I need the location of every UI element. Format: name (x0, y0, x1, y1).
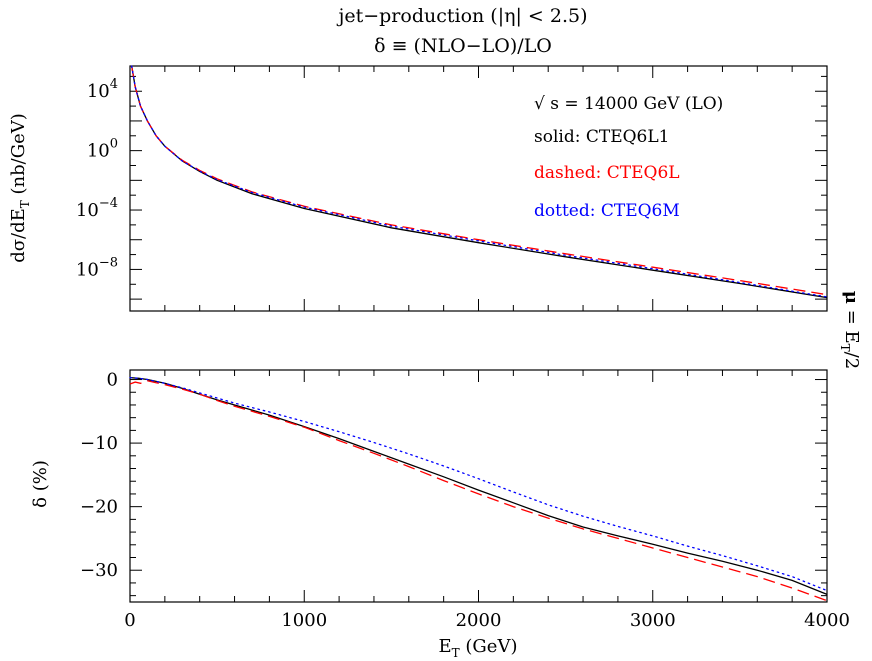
x-tick-label: 4000 (804, 610, 850, 631)
x-axis-label-unit: (GeV) (460, 636, 518, 657)
y-tick-label: 10−4 (76, 196, 118, 221)
series-line-cteq6m (129, 376, 828, 592)
y-tick-label: −30 (80, 560, 118, 581)
legend-entry-solid: solid: CTEQ6L1 (534, 127, 669, 147)
bottom-y-axis-label: δ (%) (30, 460, 51, 508)
y-tick-label: −10 (80, 433, 118, 454)
series-line-cteq6l (131, 65, 828, 296)
x-axis-label-main: E (439, 636, 452, 657)
x-axis-label: ET (GeV) (439, 636, 518, 660)
top-y-axis-label-unit: (nb/GeV) (8, 113, 29, 200)
legend-entry-dashed: dashed: CTEQ6L (534, 163, 680, 183)
bottom-panel-tick-labels: 0 −10 −20 −30 0 1000 2000 3000 4000 (80, 370, 850, 631)
y-tick-label-exp: 0 (110, 137, 118, 152)
top-panel-series (131, 65, 828, 299)
scale-label-eq: = E (841, 304, 862, 344)
legend-entry-dotted: dotted: CTEQ6M (534, 201, 680, 221)
y-tick-label: 100 (87, 137, 118, 162)
series-line-cteq6l1 (129, 376, 828, 596)
y-tick-label-base: 10 (87, 81, 110, 102)
top-y-axis-label-main: dσ/dE (8, 208, 29, 263)
y-tick-label-exp: −4 (99, 196, 118, 211)
x-tick-label: 0 (124, 610, 135, 631)
y-tick-label: 10−8 (76, 255, 118, 280)
series-line-cteq6l1 (131, 65, 828, 299)
bottom-panel-ticks (129, 370, 828, 602)
top-y-axis-label: dσ/dET (nb/GeV) (8, 113, 32, 263)
y-tick-label-exp: −8 (99, 255, 118, 270)
y-tick-label-base: 10 (76, 200, 99, 221)
scale-label-sub: T (838, 344, 852, 352)
y-tick-label: −20 (80, 497, 118, 518)
scale-label-mu: μ (841, 291, 862, 304)
y-tick-label: 0 (107, 370, 118, 391)
scale-label: μ = ET/2 (838, 291, 862, 369)
top-panel-ticks (129, 66, 828, 311)
series-line-cteq6l (129, 380, 828, 602)
x-axis-label-sub: T (452, 646, 460, 660)
y-tick-label-exp: 4 (110, 77, 118, 92)
energy-annotation: √ s = 14000 GeV (LO) (534, 94, 723, 114)
x-tick-label: 1000 (281, 610, 327, 631)
scale-label-rest: /2 (841, 352, 862, 370)
bottom-panel: 0 −10 −20 −30 0 1000 2000 3000 4000 δ (%) ET (Ge… (30, 369, 850, 660)
chart-subtitle: δ ≡ (NLO−LO)/LO (374, 35, 552, 57)
y-tick-label-base: 10 (76, 259, 99, 280)
x-tick-label: 3000 (630, 610, 676, 631)
top-y-axis-label-sub: T (18, 200, 32, 208)
y-tick-label: 104 (87, 77, 118, 102)
x-tick-label: 2000 (456, 610, 502, 631)
bottom-panel-series (129, 376, 828, 602)
chart-title: jet−production (|η| < 2.5) (336, 5, 587, 27)
y-tick-label-base: 10 (87, 141, 110, 162)
